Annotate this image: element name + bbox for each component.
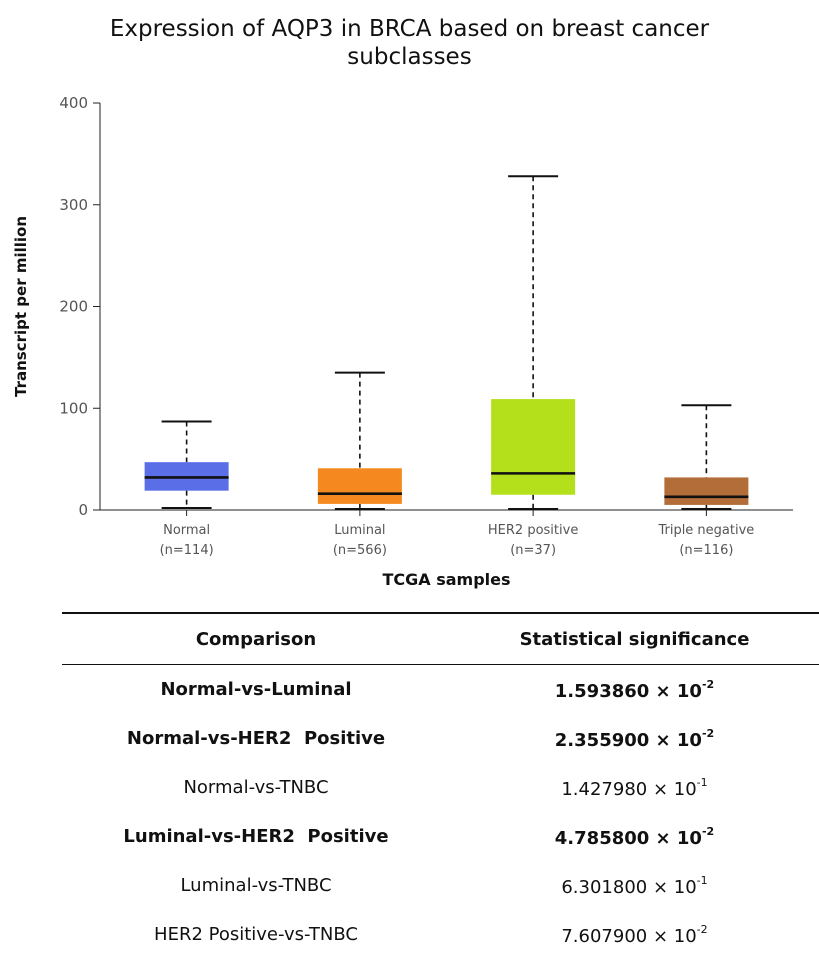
y-tick-label: 100	[59, 399, 88, 417]
significance-table-container: Comparison Statistical significance Norm…	[62, 612, 819, 959]
category-label: HER2 positive	[488, 523, 578, 538]
significance-exponent: -1	[697, 776, 708, 789]
significance-mantissa: 1.427980 × 10	[561, 779, 696, 800]
box-plot: 0 100 200 300 400 Transcript per million TCGA …	[0, 0, 819, 600]
significance-table: Comparison Statistical significance Norm…	[62, 612, 819, 959]
comparison-cell: HER2 Positive-vs-TNBC	[62, 910, 450, 959]
y-tick-label: 400	[59, 94, 88, 112]
header-comparison: Comparison	[62, 613, 450, 665]
x-axis-label: TCGA samples	[382, 570, 510, 589]
category-count-label: (n=116)	[679, 543, 733, 558]
category-label: Triple negative	[657, 523, 754, 538]
y-tick-label: 200	[59, 298, 88, 316]
y-axis-label: Transcript per million	[12, 216, 30, 397]
iqr-box	[664, 477, 748, 504]
category-count-label: (n=114)	[160, 543, 214, 558]
category-count-label: (n=566)	[333, 543, 387, 558]
significance-exponent: -2	[697, 923, 708, 936]
significance-mantissa: 1.593860 × 10	[555, 681, 702, 702]
table-header-row: Comparison Statistical significance	[62, 613, 819, 665]
category-label: Luminal	[334, 523, 385, 538]
significance-exponent: -2	[702, 825, 714, 838]
significance-mantissa: 6.301800 × 10	[561, 877, 696, 898]
significance-cell: 4.785800 × 10-2	[450, 812, 819, 861]
significance-cell: 1.427980 × 10-1	[450, 763, 819, 812]
comparison-cell: Normal-vs-HER2 Positive	[62, 714, 450, 763]
y-tick-label: 300	[59, 196, 88, 214]
iqr-box	[491, 399, 575, 495]
comparison-cell: Normal-vs-TNBC	[62, 763, 450, 812]
y-tick-label: 0	[78, 501, 88, 519]
significance-cell: 1.593860 × 10-2	[450, 665, 819, 715]
significance-exponent: -2	[702, 727, 714, 740]
comparison-cell: Normal-vs-Luminal	[62, 665, 450, 715]
comparison-cell: Luminal-vs-TNBC	[62, 861, 450, 910]
comparison-cell: Luminal-vs-HER2 Positive	[62, 812, 450, 861]
significance-cell: 7.607900 × 10-2	[450, 910, 819, 959]
significance-exponent: -2	[702, 678, 714, 691]
significance-cell: 2.355900 × 10-2	[450, 714, 819, 763]
header-significance: Statistical significance	[450, 613, 819, 665]
significance-mantissa: 2.355900 × 10	[555, 730, 702, 751]
category-count-label: (n=37)	[510, 543, 556, 558]
category-label: Normal	[163, 523, 210, 538]
iqr-box	[318, 468, 402, 504]
significance-cell: 6.301800 × 10-1	[450, 861, 819, 910]
significance-mantissa: 7.607900 × 10	[561, 926, 696, 947]
chart-area: Expression of AQP3 in BRCA based on brea…	[0, 0, 819, 600]
significance-mantissa: 4.785800 × 10	[555, 828, 702, 849]
significance-exponent: -1	[697, 874, 708, 887]
